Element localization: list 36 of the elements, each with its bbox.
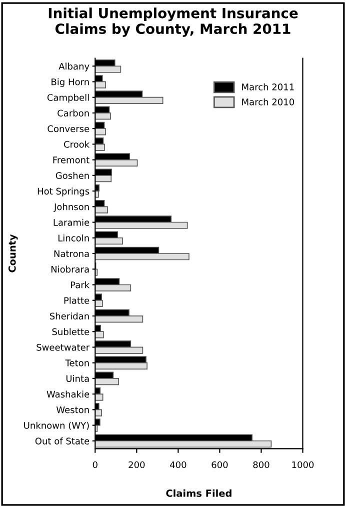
- y-tick-label: Crook: [64, 140, 90, 148]
- y-tick-label: Natrona: [54, 250, 89, 258]
- y-tick-label: Platte: [64, 296, 90, 304]
- y-tick-label: Sweetwater: [36, 344, 90, 351]
- y-tick-label: Laramie: [54, 218, 90, 226]
- y-tick-label: Fremont: [53, 156, 90, 164]
- y-tick-label: Big Horn: [52, 78, 89, 88]
- y-tick-label: Sublette: [52, 328, 90, 336]
- y-tick-label: Uinta: [66, 374, 89, 382]
- y-tick-label: Campbell: [47, 94, 89, 103]
- y-tick-label: Out of State: [35, 437, 90, 444]
- y-tick-label: Carbon: [58, 110, 89, 117]
- legend-label: March 2011: [242, 83, 294, 90]
- y-tick-label: Hot Springs: [38, 188, 90, 196]
- y-tick-label: Park: [70, 281, 90, 288]
- y-tick-label: Goshen: [56, 172, 89, 179]
- y-tick-label: Teton: [65, 360, 89, 366]
- y-tick-label: Washakie: [46, 390, 90, 398]
- x-tick-label: 200: [128, 461, 145, 468]
- x-tick-label: 800: [253, 461, 270, 468]
- y-tick-label: Albany: [58, 62, 90, 72]
- x-tick-label: 1000: [292, 461, 314, 468]
- chart-title: Initial Unemployment Insurance Claims by County, March 2011: [48, 8, 298, 37]
- x-axis-title: Claims Filed: [166, 489, 232, 497]
- y-tick-label: Niobrara: [51, 266, 89, 273]
- y-tick-label: Weston: [56, 406, 89, 414]
- y-tick-label: Johnson: [54, 203, 89, 212]
- legend-label: March 2010: [242, 98, 294, 106]
- x-tick-label: 0: [92, 461, 98, 468]
- y-tick-label: Lincoln: [58, 234, 89, 242]
- y-axis-title: County: [8, 234, 18, 272]
- y-tick-label: Converse: [48, 125, 90, 132]
- x-tick-label: 400: [170, 461, 186, 468]
- y-tick-label: Unknown (WY): [24, 422, 89, 430]
- x-tick-label: 600: [212, 461, 228, 468]
- y-tick-label: Sheridan: [50, 312, 89, 320]
